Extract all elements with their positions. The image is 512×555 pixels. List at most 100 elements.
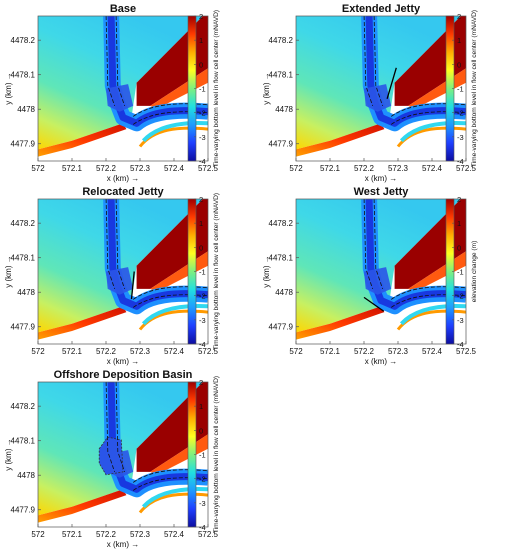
x-tick-label: 572.4 bbox=[164, 347, 185, 356]
bay-shallows bbox=[141, 121, 208, 143]
colorbar-tick-label: -2 bbox=[199, 109, 206, 118]
y-tick-label: 4478.2 bbox=[11, 219, 36, 228]
channel-limit-dashed bbox=[132, 103, 208, 117]
inlet-scour bbox=[364, 267, 392, 295]
x-tick-label: 572.2 bbox=[354, 347, 375, 356]
colorbar-tick-label: 2 bbox=[457, 12, 461, 21]
channel-limit-dashed bbox=[132, 469, 208, 483]
colorbar-tick-label: -4 bbox=[199, 157, 206, 166]
y-axis-label: y (km) → bbox=[262, 255, 271, 287]
x-tick-label: 572.4 bbox=[164, 530, 185, 539]
x-axis-label: x (km) → bbox=[365, 174, 397, 183]
x-tick-label: 572 bbox=[31, 347, 45, 356]
colorbar-tick-label: -4 bbox=[457, 157, 464, 166]
bay-shallows bbox=[141, 487, 208, 509]
chart-title: Offshore Deposition Basin bbox=[54, 369, 193, 381]
y-tick-label: 4478.2 bbox=[269, 219, 294, 228]
colorbar-tick-label: -4 bbox=[199, 523, 206, 532]
plot-area bbox=[38, 382, 208, 527]
channel-limit-dashed bbox=[105, 16, 115, 107]
colorbar-tick-label: -2 bbox=[199, 475, 206, 484]
x-tick-label: 572.2 bbox=[96, 347, 117, 356]
bay-shore-shoal bbox=[396, 309, 466, 331]
y-tick-label: 4478.1 bbox=[269, 254, 294, 263]
x-tick-label: 572.5 bbox=[198, 347, 219, 356]
channel-limit-dashed bbox=[115, 382, 125, 473]
y-axis-label: y (km) → bbox=[262, 72, 271, 104]
colorbar-tick-label: -1 bbox=[199, 85, 206, 94]
x-tick-label: 572.2 bbox=[354, 164, 375, 173]
y-tick-label: 4478.2 bbox=[269, 36, 294, 45]
chart-title: West Jetty bbox=[354, 186, 410, 198]
plot-area bbox=[38, 16, 208, 161]
colorbar-tick-label: 0 bbox=[457, 243, 461, 252]
x-tick-label: 572.1 bbox=[320, 347, 341, 356]
channel-limit-dashed bbox=[363, 199, 373, 290]
jetty-structure bbox=[130, 271, 135, 300]
x-tick-label: 572.2 bbox=[96, 530, 117, 539]
colorbar-tick-label: 0 bbox=[199, 60, 203, 69]
colorbar-tick-label: 0 bbox=[199, 426, 203, 435]
colorbar-tick-label: -3 bbox=[457, 133, 464, 142]
channel-limit-dashed bbox=[105, 382, 115, 473]
y-tick-label: 4478.1 bbox=[11, 437, 36, 446]
colorbar-tick-label: 1 bbox=[199, 219, 203, 228]
shore-shoal bbox=[296, 123, 385, 157]
colorbar-tick-label: -3 bbox=[199, 133, 206, 142]
colorbar-tick-label: -1 bbox=[199, 268, 206, 277]
shore-shoal bbox=[38, 123, 127, 157]
colorbar-tick-label: -1 bbox=[199, 451, 206, 460]
x-tick-label: 572.4 bbox=[422, 347, 443, 356]
channel-limit-dashed bbox=[390, 111, 466, 125]
channel-limit-dashed bbox=[373, 16, 383, 107]
channel-limit-dashed bbox=[132, 286, 208, 300]
colorbar-tick-label: -4 bbox=[457, 340, 464, 349]
inlet-scour bbox=[106, 84, 134, 112]
channel-limit-dashed bbox=[115, 199, 125, 290]
y-tick-label: 4478 bbox=[275, 105, 293, 114]
axes-frame bbox=[37, 15, 209, 162]
colorbar-tick-label: -2 bbox=[199, 292, 206, 301]
channel-limit-dashed bbox=[390, 286, 466, 300]
colorbar-tick-label: 2 bbox=[199, 195, 203, 204]
x-tick-label: 572.1 bbox=[62, 347, 83, 356]
x-tick-label: 572 bbox=[289, 347, 303, 356]
bay-shore-shoal bbox=[396, 126, 466, 148]
colorbar-tick-label: 2 bbox=[199, 12, 203, 21]
colorbar-label: Time-varying bottom level in flow cell c… bbox=[213, 376, 220, 533]
chart-panel: Relocated Jetty 572 572.1 572.2 572.3 572.4 57… bbox=[4, 186, 220, 366]
y-tick-label: 4478 bbox=[275, 288, 293, 297]
x-tick-label: 572.3 bbox=[130, 347, 151, 356]
x-tick-label: 572.1 bbox=[62, 164, 83, 173]
chart-panel: Extended Jetty 572 572.1 572.2 572.3 572.4 572… bbox=[262, 3, 478, 183]
x-tick-label: 572.2 bbox=[96, 164, 117, 173]
axes-frame bbox=[295, 15, 467, 162]
x-axis-label: x (km) → bbox=[107, 357, 139, 366]
y-tick-label: 4478 bbox=[17, 471, 35, 480]
bay-shallows bbox=[399, 121, 466, 143]
colorbar-label: elevation change (m) bbox=[471, 241, 478, 303]
bay-shallows bbox=[399, 304, 466, 326]
colorbar-tick-label: 2 bbox=[199, 378, 203, 387]
y-tick-label: 4478 bbox=[17, 105, 35, 114]
chart-title: Relocated Jetty bbox=[82, 186, 164, 198]
bay-shallows bbox=[141, 304, 208, 326]
colorbar-tick-label: 0 bbox=[457, 60, 461, 69]
y-tick-label: 4477.9 bbox=[11, 506, 36, 515]
colorbar-tick-label: -3 bbox=[457, 316, 464, 325]
channel-limit-dashed bbox=[390, 294, 466, 308]
colorbar-tick-label: 2 bbox=[457, 195, 461, 204]
bay-shore-shoal bbox=[138, 309, 208, 331]
y-axis-label: y (km) → bbox=[4, 438, 13, 470]
colorbar-tick-label: -4 bbox=[199, 340, 206, 349]
x-tick-label: 572 bbox=[31, 530, 45, 539]
channel-limit-dashed bbox=[363, 16, 373, 107]
x-tick-label: 572 bbox=[31, 164, 45, 173]
axes-frame bbox=[295, 198, 467, 345]
chart-title: Extended Jetty bbox=[342, 3, 421, 15]
colorbar-label: Time-varying bottom level in flow cell c… bbox=[213, 193, 220, 350]
colorbar-label: Time-varying bottom level in flow cell c… bbox=[213, 10, 220, 167]
x-tick-label: 572.3 bbox=[130, 530, 151, 539]
x-tick-label: 572 bbox=[289, 164, 303, 173]
